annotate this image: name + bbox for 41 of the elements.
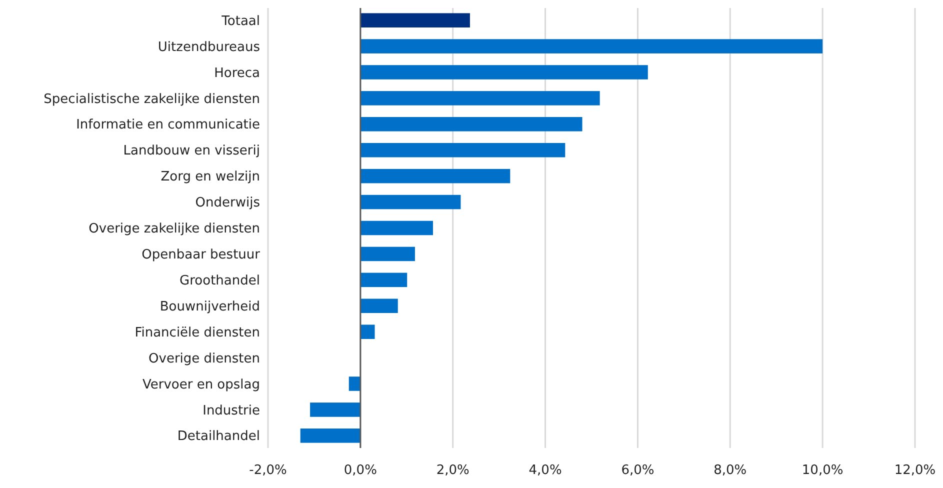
x-tick-label: 2,0% [436, 463, 470, 478]
bar [360, 298, 398, 314]
bar [360, 220, 433, 236]
bar [360, 142, 566, 158]
bar [310, 402, 360, 417]
x-tick-label: 0,0% [344, 463, 377, 478]
bar [348, 376, 360, 391]
bar [360, 13, 470, 28]
y-tick-label: Specialistische zakelijke diensten [44, 92, 260, 107]
bar [300, 428, 360, 443]
y-tick-label: Informatie en communicatie [76, 118, 260, 133]
y-tick-label: Bouwnijverheid [160, 299, 260, 314]
bar [360, 246, 415, 262]
y-tick-label: Industrie [202, 403, 260, 418]
y-tick-label: Horeca [214, 66, 260, 81]
y-tick-label: Onderwijs [195, 196, 260, 211]
x-tick-label: 6,0% [621, 463, 654, 478]
bar [360, 168, 510, 184]
y-tick-label: Totaal [220, 14, 260, 29]
y-tick-label: Overige zakelijke diensten [88, 222, 260, 237]
bar [360, 272, 408, 288]
bar [360, 65, 648, 80]
bar [360, 117, 582, 132]
x-tick-label: 8,0% [714, 463, 747, 478]
x-tick-label: 12,0% [894, 463, 936, 478]
y-tick-label: Detailhandel [177, 429, 260, 444]
y-tick-label: Zorg en welzijn [160, 170, 260, 185]
y-tick-label: Financiële diensten [134, 325, 260, 340]
bar [360, 39, 823, 54]
bar [360, 91, 600, 106]
x-tick-label: -2,0% [249, 463, 287, 478]
y-tick-label: Vervoer en opslag [142, 377, 260, 392]
y-tick-label: Uitzendbureaus [158, 40, 260, 55]
x-tick-label: 10,0% [802, 463, 844, 478]
y-tick-label: Openbaar bestuur [142, 248, 261, 263]
bar [360, 194, 461, 210]
x-tick-label: 4,0% [528, 463, 562, 478]
bar [360, 324, 375, 339]
y-tick-label: Landbouw en visserij [123, 144, 260, 159]
y-tick-label: Overige diensten [148, 351, 260, 366]
y-tick-label: Groothandel [180, 273, 260, 288]
